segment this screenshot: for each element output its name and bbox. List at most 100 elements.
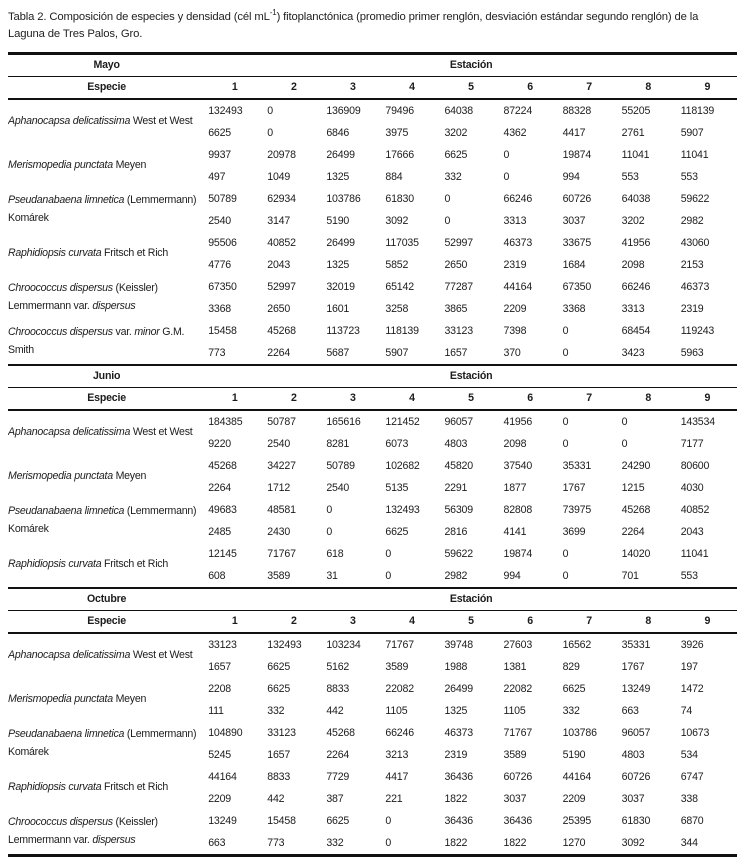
species-name: Chroococcus dispersus (Keissler) Lemmerm… — [8, 276, 205, 320]
sd-value: 1049 — [267, 170, 291, 183]
species-name: Aphanocapsa delicatissima West et West — [8, 99, 205, 144]
sd-value: 5162 — [326, 660, 350, 673]
species-name: Pseudanabaena limnetica (Lemmermann) Kom… — [8, 722, 205, 766]
species-authority: Meyen — [112, 469, 147, 482]
mean-value: 43060 — [680, 236, 710, 249]
mean-value: 45268 — [208, 459, 237, 472]
sd-value: 553 — [680, 569, 698, 582]
sd-value: 2485 — [208, 525, 232, 538]
sd-value: 0 — [444, 214, 451, 227]
species-name-italic: Pseudanabaena limnetica — [8, 728, 125, 741]
mean-value: 41956 — [621, 236, 651, 249]
species-authority: Meyen — [112, 692, 147, 705]
sd-value: 0 — [562, 569, 569, 582]
sd-value: 1822 — [444, 792, 468, 805]
mean-value: 0 — [385, 547, 392, 560]
sd-value: 2816 — [444, 525, 468, 538]
sd-value: 1105 — [503, 704, 526, 717]
station-number: 4 — [382, 610, 442, 634]
mean-value: 48581 — [267, 503, 296, 516]
table-row: 2209 442 387 221 1822 3037 2209 3037 338 — [8, 788, 737, 810]
mean-value: 117035 — [385, 236, 419, 249]
mean-value: 36436 — [444, 814, 473, 827]
mean-value: 103786 — [326, 192, 361, 205]
sd-value: 2319 — [503, 258, 527, 271]
station-number: 9 — [677, 610, 737, 634]
mean-value: 132493 — [208, 104, 243, 117]
mean-value: 10673 — [680, 726, 710, 739]
sd-value: 2982 — [680, 214, 704, 227]
species-name: Merismopedia punctata Meyen — [8, 455, 205, 499]
sd-value: 0 — [267, 126, 273, 139]
sd-value: 3092 — [621, 836, 645, 849]
species-name-italic: Pseudanabaena limnetica — [8, 505, 125, 518]
mean-value: 132493 — [385, 503, 420, 516]
mean-value: 79496 — [385, 104, 414, 117]
mean-value: 73975 — [562, 503, 592, 516]
mean-value: 96057 — [621, 726, 651, 739]
sd-value: 1712 — [267, 481, 291, 494]
sd-value: 0 — [621, 437, 628, 450]
sd-value: 2264 — [621, 525, 645, 538]
sd-value: 3368 — [562, 302, 586, 315]
column-header-row: Especie 1 2 3 4 5 6 7 8 9 — [8, 76, 737, 100]
mean-value: 33123 — [208, 638, 237, 651]
species-authority: Fritsch et Rich — [101, 246, 168, 259]
station-number: 2 — [264, 76, 324, 100]
table-row: 608 3589 31 0 2982 994 0 701 553 — [8, 565, 737, 588]
sd-value: 1601 — [326, 302, 350, 315]
sd-value: 773 — [208, 346, 226, 359]
table-row: 5245 1657 2264 3213 2319 3589 5190 4803 534 — [8, 744, 737, 766]
station-number: 9 — [677, 76, 737, 100]
mean-value: 26499 — [326, 236, 355, 249]
mean-value: 6625 — [562, 682, 586, 695]
species-name: Pseudanabaena limnetica (Lemmermann) Kom… — [8, 188, 205, 232]
mean-value: 71767 — [385, 638, 414, 651]
mean-value: 0 — [621, 415, 628, 428]
mean-value: 66246 — [621, 280, 651, 293]
mean-value: 9937 — [208, 148, 232, 161]
mean-value: 64038 — [621, 192, 651, 205]
sd-value: 663 — [208, 836, 226, 849]
station-number: 3 — [323, 610, 383, 634]
species-name: Raphidiopsis curvata Fritsch et Rich — [8, 766, 205, 810]
sd-value: 3202 — [444, 126, 468, 139]
sd-value: 5907 — [680, 126, 704, 139]
caption-superscript: -1 — [269, 8, 277, 17]
mean-value: 22082 — [385, 682, 414, 695]
sd-value: 3865 — [444, 302, 468, 315]
species-name-italic: dispersus — [92, 833, 136, 846]
month-label: Mayo — [8, 52, 206, 77]
table-row: Chroococcus dispersus (Keissler) Lemmerm… — [8, 810, 737, 846]
mean-value: 45820 — [444, 459, 473, 472]
sd-value: 338 — [680, 792, 698, 805]
sd-value: 2430 — [267, 525, 291, 538]
column-header-row: Especie 1 2 3 4 5 6 7 8 9 — [8, 387, 737, 411]
species-name-italic: minor — [134, 326, 160, 339]
station-number: 7 — [559, 387, 619, 411]
station-number: 6 — [500, 610, 560, 634]
sd-value: 608 — [208, 569, 226, 582]
mean-value: 35331 — [562, 459, 592, 472]
sd-value: 0 — [326, 525, 333, 538]
species-authority: Meyen — [112, 158, 147, 171]
sd-value: 0 — [503, 170, 510, 183]
mean-value: 6747 — [680, 770, 704, 783]
sd-value: 387 — [326, 792, 344, 805]
sd-value: 5852 — [385, 258, 409, 271]
mean-value: 8833 — [326, 682, 350, 695]
mean-value: 61830 — [621, 814, 651, 827]
mean-value: 0 — [503, 148, 510, 161]
station-number: 1 — [205, 76, 265, 100]
mean-value: 82808 — [503, 503, 533, 516]
species-name-italic: Raphidiopsis curvata — [8, 780, 102, 793]
species-name: Chroococcus dispersus (Keissler) Lemmerm… — [8, 810, 205, 856]
mean-value: 60726 — [621, 770, 651, 783]
table-row: Raphidiopsis curvata Fritsch et Rich 1214… — [8, 543, 737, 570]
mean-value: 17666 — [385, 148, 414, 161]
sd-value: 74 — [680, 704, 693, 717]
table-row: Pseudanabaena limnetica (Lemmermann) Kom… — [8, 499, 737, 535]
caption-text: Tabla 2. Composición de especies y densi… — [8, 10, 270, 23]
table-row: Raphidiopsis curvata Fritsch et Rich 9550… — [8, 232, 737, 259]
